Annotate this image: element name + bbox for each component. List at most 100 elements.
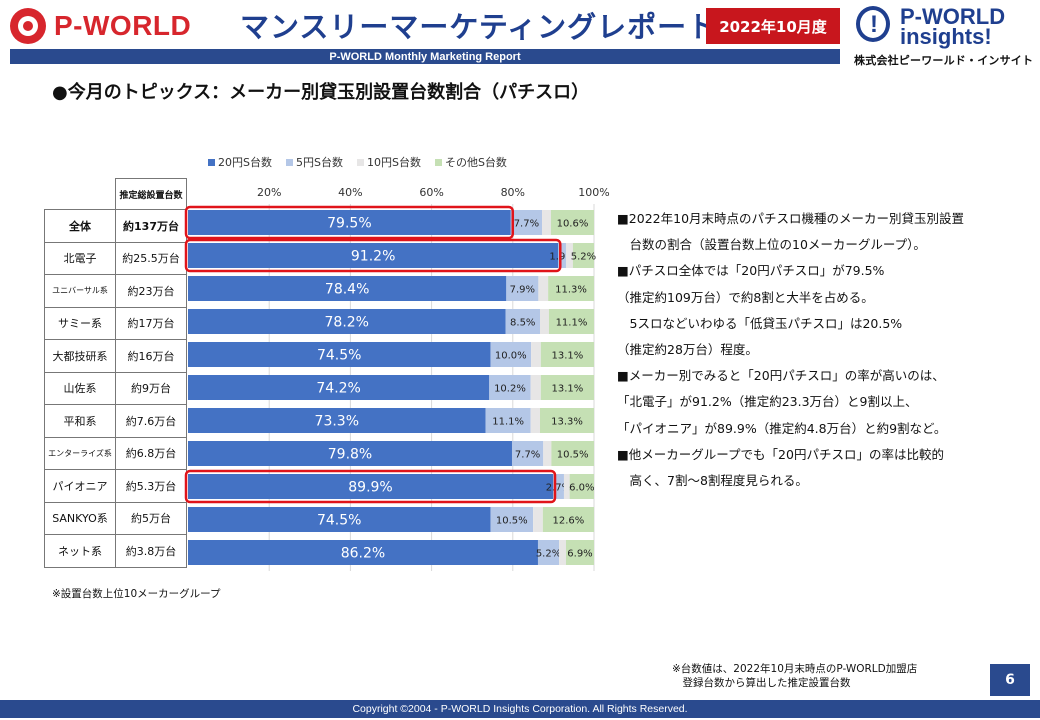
report-title: マンスリーマーケティングレポート (240, 10, 718, 44)
bar-segment (188, 540, 538, 565)
units-cell: 約7.6万台 (115, 404, 187, 438)
legend-swatch (208, 158, 215, 166)
data-label: 6.9% (567, 549, 592, 560)
topic-title: ●今月のトピックス：メーカー別貸玉別設置台数割合（パチスロ） (52, 82, 590, 103)
bar-segment (188, 243, 559, 268)
maker-cell: エンターライズ系 (44, 436, 116, 470)
bar-segment (537, 540, 560, 565)
bar-segment (540, 309, 549, 334)
data-label: 74.2% (316, 381, 360, 397)
legend-label: 5円S台数 (295, 156, 343, 169)
table-row: パイオニア 約5.3万台 (44, 469, 187, 503)
data-label: 11.1% (492, 417, 524, 428)
data-label: 91.2% (351, 249, 395, 265)
data-label: 10.0% (495, 351, 527, 362)
bar-segment (506, 276, 539, 301)
exclamation-logo-icon: ! (856, 6, 890, 42)
data-label: 8.5% (510, 318, 535, 329)
bar-segment (511, 441, 544, 466)
page-number: 6 (990, 664, 1030, 696)
data-label: 5.2% (571, 252, 596, 263)
date-badge: 2022年10月度 (706, 8, 840, 44)
units-cell: 約5.3万台 (115, 469, 187, 503)
data-label: 10.2% (494, 384, 526, 395)
bar-segment (490, 342, 532, 367)
footnote-right-line1: ※台数値は、2022年10月末時点のP-WORLD加盟店 (672, 663, 918, 675)
note-line: 台数の割合（設置台数上位の10メーカーグループ）。 (617, 237, 926, 253)
bar-segment (538, 276, 549, 301)
bar-segment (540, 375, 594, 400)
bar-segment (530, 375, 541, 400)
commentary-notes: ■2022年10月末時点のパチスロ機種のメーカー別貸玉別設置 台数の割合（設置台… (617, 206, 1032, 494)
x-tick-label: 100% (578, 186, 609, 199)
bar-segment (548, 309, 594, 334)
footnote-right-line2: 登録台数から算出した推定設置台数 (672, 677, 851, 689)
highlight-box (184, 205, 515, 240)
logo-right-line2: insights! (900, 24, 992, 49)
bar-segment (531, 342, 541, 367)
maker-units-table: 推定総設置台数 全体 約137万台 北電子 約25.5万台 ユニバーサル系 約23万台 サミ… (44, 178, 187, 568)
table-header-units: 推定総設置台数 (115, 178, 187, 210)
subtitle-bar: P-WORLD Monthly Marketing Report (10, 49, 840, 64)
highlight-box (184, 238, 562, 273)
maker-cell: ネット系 (44, 534, 116, 568)
note-line: 高く、7割〜8割程度見られる。 (617, 473, 808, 489)
bar-segment (490, 507, 534, 532)
data-label: 13.3% (551, 417, 583, 428)
data-label: 11.1% (556, 318, 588, 329)
bar-segment (572, 243, 594, 268)
maker-cell: 大都技研系 (44, 339, 116, 373)
bar-segment (543, 441, 552, 466)
data-label: 86.2% (341, 546, 385, 562)
note-line: ■2022年10月末時点のパチスロ機種のメーカー別貸玉別設置 (617, 211, 965, 226)
data-label: 1.9% (549, 252, 574, 263)
data-label: 79.5% (327, 216, 371, 232)
bar-segment (505, 309, 541, 334)
logo-right-line1: P-WORLD (900, 4, 1006, 29)
legend-label: その他S台数 (444, 156, 507, 169)
bar-segment (188, 375, 490, 400)
bar-segment (485, 408, 531, 433)
bar-segment (188, 441, 512, 466)
p-world-insights-logo: ! P-WORLD insights! 株式会社ピーワールド・インサイト (852, 4, 1036, 68)
table-row: 全体 約137万台 (44, 209, 187, 243)
data-label: 73.3% (315, 414, 359, 430)
units-cell: 約3.8万台 (115, 534, 187, 568)
bar-segment (551, 441, 594, 466)
bar-segment (558, 243, 566, 268)
legend-swatch (356, 158, 364, 166)
data-label: 74.5% (317, 513, 361, 529)
x-tick-label: 20% (257, 186, 281, 199)
table-row: ユニバーサル系 約23万台 (44, 274, 187, 308)
legend-item-10yen: 10円S台数 (356, 154, 421, 170)
data-label: 74.5% (317, 348, 361, 364)
table-row: SANKYO系 約5万台 (44, 501, 187, 535)
bar-segment (540, 408, 594, 433)
bar-segment (188, 210, 511, 235)
note-line: ■パチスロ全体では「20円パチスロ」が79.5% (617, 263, 885, 279)
legend-item-5yen: 5円S台数 (285, 154, 343, 170)
units-cell: 約5万台 (115, 501, 187, 535)
note-line: （推定約109万台）で約8割と大半を占める。 (617, 289, 874, 305)
data-label: 78.4% (325, 282, 369, 298)
x-tick-label: 60% (419, 186, 443, 199)
data-label: 89.9% (348, 480, 392, 496)
table-row: 大都技研系 約16万台 (44, 339, 187, 373)
p-world-logo-text: P-WORLD (54, 10, 192, 41)
data-label: 10.6% (557, 219, 589, 230)
legend-label: 20円S台数 (218, 156, 272, 169)
data-label: 12.6% (553, 516, 585, 527)
legend-swatch (285, 158, 293, 166)
p-world-logo-icon (10, 8, 46, 44)
bar-segment (565, 540, 594, 565)
bar-segment (188, 309, 506, 334)
table-row: 平和系 約7.6万台 (44, 404, 187, 438)
bar-segment (188, 276, 507, 301)
company-name: 株式会社ピーワールド・インサイト (854, 54, 1034, 67)
maker-cell: 平和系 (44, 404, 116, 438)
note-line: 「パイオニア」が89.9%（推定約4.8万台）と約9割など。 (617, 420, 947, 436)
data-label: 10.5% (496, 516, 528, 527)
bar-segment (565, 243, 573, 268)
table-header-row: 推定総設置台数 (45, 178, 187, 210)
